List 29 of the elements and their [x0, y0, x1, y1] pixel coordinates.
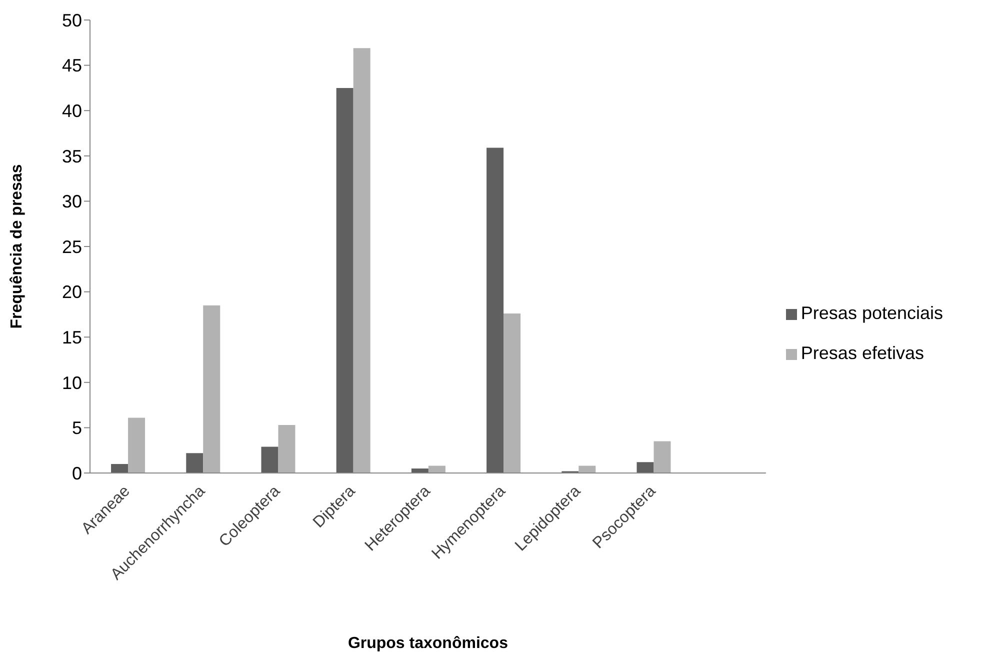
bar — [654, 441, 671, 473]
y-tick-label: 0 — [72, 463, 82, 484]
x-axis-title: Grupos taxonômicos — [348, 635, 508, 652]
y-tick-label: 5 — [72, 418, 82, 438]
bar — [486, 148, 504, 473]
bar — [353, 48, 370, 473]
bar — [636, 462, 654, 473]
y-tick-label: 45 — [62, 56, 82, 76]
y-tick-label: 15 — [62, 327, 82, 348]
legend-label: Presas potenciais — [800, 303, 943, 323]
y-tick-label: 50 — [62, 10, 82, 30]
y-tick-label: 35 — [62, 146, 82, 166]
y-tick-label: 30 — [62, 192, 82, 212]
legend-label: Presas efetivas — [800, 343, 924, 363]
y-tick-label: 10 — [62, 372, 82, 393]
bar — [504, 314, 521, 473]
bar — [203, 305, 220, 473]
y-tick-label: 20 — [62, 282, 82, 302]
y-tick-label: 40 — [62, 100, 82, 121]
y-axis-title: Frequência de presas — [8, 164, 26, 329]
bar — [186, 453, 204, 473]
y-tick-label: 25 — [62, 236, 82, 257]
bar — [128, 418, 146, 473]
bar — [111, 464, 128, 473]
bar — [261, 446, 278, 473]
bar — [578, 466, 596, 473]
bar — [428, 466, 446, 473]
bar — [336, 88, 354, 473]
bar — [278, 424, 296, 473]
